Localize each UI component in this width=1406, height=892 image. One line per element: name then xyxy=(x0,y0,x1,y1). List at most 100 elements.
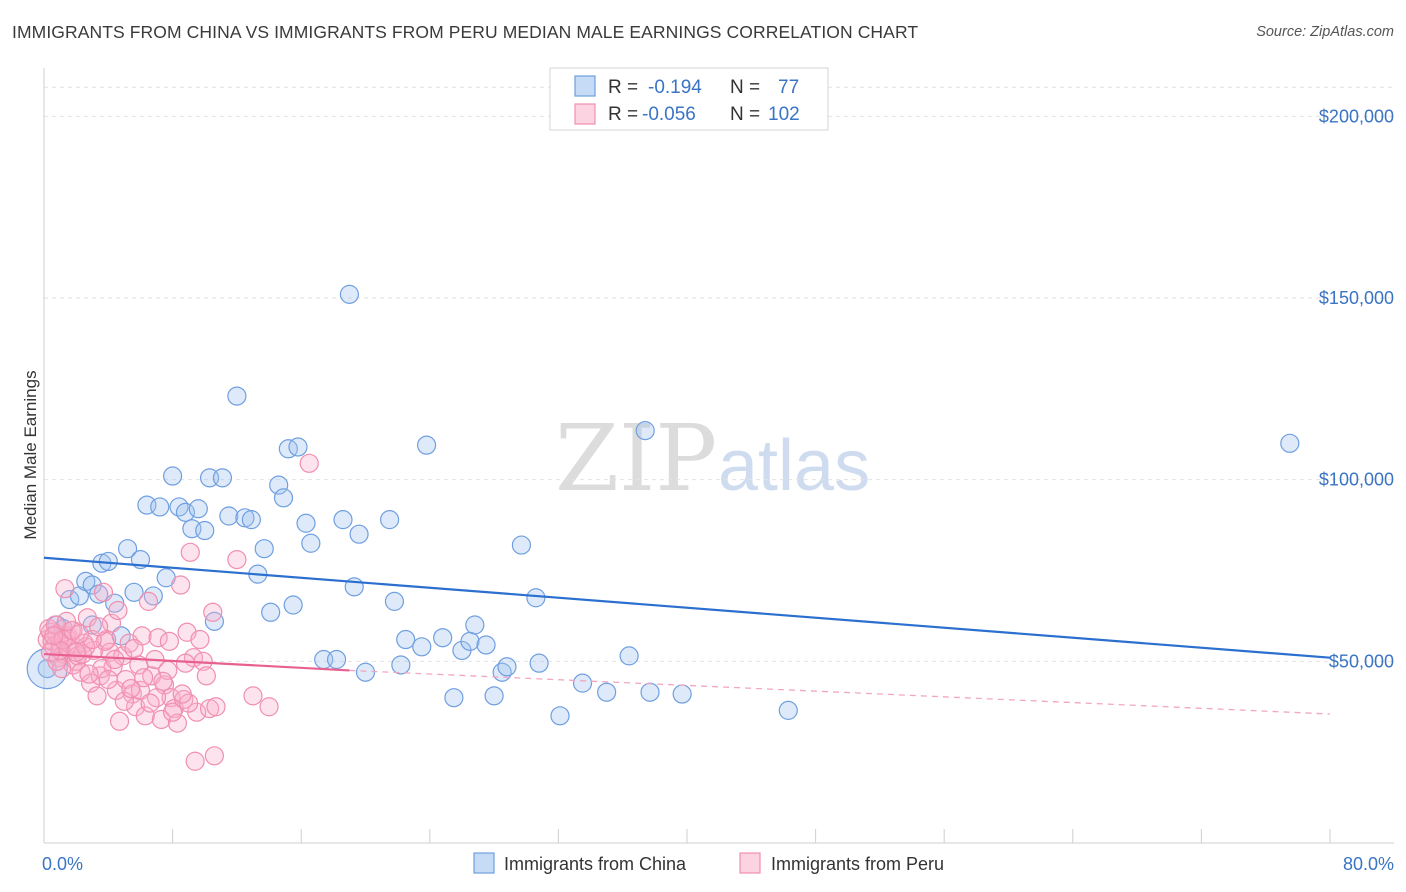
peru-point xyxy=(227,549,247,570)
bottom-legend-peru-label: Immigrants from Peru xyxy=(771,854,944,874)
peru-point xyxy=(148,628,168,648)
china-point xyxy=(188,499,208,519)
bottom-legend-china-swatch xyxy=(473,852,495,874)
china-point xyxy=(296,513,316,533)
china-point xyxy=(380,510,400,530)
china-point xyxy=(597,682,617,702)
y-axis-title: Median Male Earnings xyxy=(21,370,40,539)
peru-point xyxy=(106,680,126,701)
peru-point xyxy=(121,678,141,699)
china-point xyxy=(412,637,432,657)
peru-point xyxy=(44,626,64,646)
chart-title: IMMIGRANTS FROM CHINA VS IMMIGRANTS FROM… xyxy=(12,22,919,42)
china-point xyxy=(212,468,233,488)
peru-point xyxy=(109,711,130,731)
china-point xyxy=(433,628,453,648)
peru-point xyxy=(40,642,61,662)
china-point xyxy=(175,502,196,522)
china-point xyxy=(269,475,289,495)
china-trend-line xyxy=(43,556,1331,659)
x-tick-max: 80.0% xyxy=(1343,854,1394,874)
peru-point xyxy=(171,575,191,595)
china-point xyxy=(195,520,215,541)
peru-point xyxy=(138,591,159,611)
legend-china-r-value: -0.194 xyxy=(648,77,702,98)
peru-point xyxy=(130,680,151,701)
peru-point xyxy=(66,642,86,662)
peru-point xyxy=(180,542,200,562)
china-point xyxy=(163,466,183,486)
china-point xyxy=(355,662,376,682)
legend-box xyxy=(549,67,829,131)
china-point xyxy=(384,591,405,611)
peru-point xyxy=(69,624,89,644)
peru-point xyxy=(105,649,125,670)
peru-point xyxy=(163,702,183,722)
china-point xyxy=(301,533,321,553)
x-tick-min: 0.0% xyxy=(42,854,83,874)
legend-peru-r-value: -0.056 xyxy=(642,104,696,125)
china-point xyxy=(326,649,347,670)
china-point xyxy=(76,571,96,592)
legend-peru-n-value: 102 xyxy=(768,104,800,125)
y-tick-label: $100,000 xyxy=(1319,470,1394,490)
peru-point xyxy=(87,686,107,706)
peru-point xyxy=(135,706,155,726)
watermark-atlas: atlas xyxy=(718,426,870,506)
peru-trend-line xyxy=(43,652,350,672)
china-point xyxy=(261,602,281,622)
china-point xyxy=(339,284,360,304)
china-point xyxy=(333,510,353,530)
peru-point xyxy=(124,639,144,659)
peru-point xyxy=(167,713,188,733)
correlation-legend: R = -0.194 N = 77 R = -0.056 N = 102 xyxy=(549,67,829,131)
watermark-zip: ZIP xyxy=(555,405,717,512)
china-point xyxy=(526,588,546,608)
peru-point xyxy=(243,686,263,706)
peru-point xyxy=(93,582,114,602)
china-point xyxy=(150,497,170,517)
peru-point xyxy=(153,671,173,691)
china-point xyxy=(391,655,411,675)
china-point xyxy=(444,688,464,708)
peru-point xyxy=(98,669,118,690)
china-point xyxy=(465,615,485,635)
china-point xyxy=(476,635,496,655)
china-point xyxy=(288,437,308,457)
china-point xyxy=(235,508,255,528)
peru-point xyxy=(159,631,179,651)
china-point xyxy=(254,539,274,559)
legend-peru-r-label: R = xyxy=(608,104,638,125)
legend-china-swatch xyxy=(574,75,596,97)
china-point xyxy=(497,657,517,677)
peru-point xyxy=(151,709,171,730)
peru-points xyxy=(37,453,319,771)
peru-point xyxy=(79,664,99,684)
legend-china-r-label: R = xyxy=(608,77,638,98)
china-point xyxy=(672,684,692,704)
china-point xyxy=(1280,433,1300,453)
china-point xyxy=(572,673,593,693)
legend-peru-swatch xyxy=(574,103,596,125)
y-tick-label: $50,000 xyxy=(1329,651,1394,671)
y-tick-label: $200,000 xyxy=(1319,106,1394,126)
peru-point xyxy=(175,653,196,673)
china-point xyxy=(283,595,303,615)
peru-point xyxy=(56,611,77,631)
peru-point xyxy=(203,602,223,622)
china-point xyxy=(778,700,798,720)
legend-china-n-value: 77 xyxy=(778,77,799,98)
china-point xyxy=(460,631,480,651)
trend-lines xyxy=(43,556,1331,715)
china-point xyxy=(117,539,138,559)
china-point xyxy=(550,706,570,726)
bottom-legend-china-label: Immigrants from China xyxy=(504,854,687,874)
china-point xyxy=(227,386,247,406)
china-point xyxy=(484,686,504,706)
china-point xyxy=(511,535,532,555)
china-point xyxy=(278,439,298,459)
source-credit: Source: ZipAtlas.com xyxy=(1256,24,1394,40)
peru-point xyxy=(172,684,192,704)
china-point xyxy=(60,589,80,610)
